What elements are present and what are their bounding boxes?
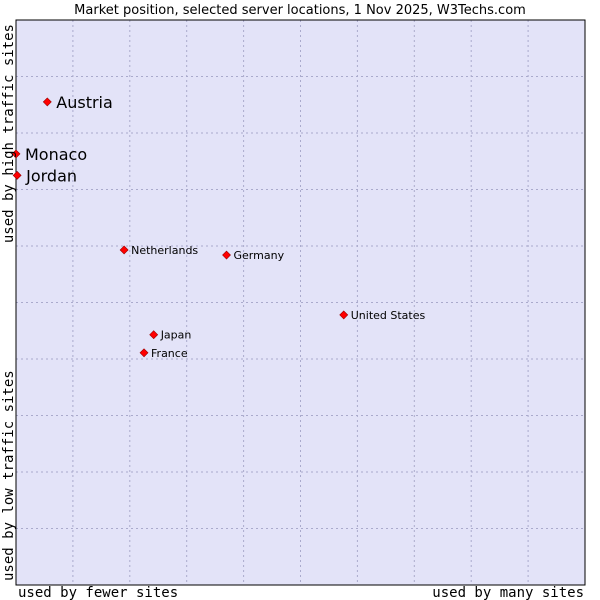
point-marker-netherlands	[119, 245, 129, 255]
point-label-france: France	[151, 347, 188, 360]
y-axis-label-top: used by high traffic sites	[1, 24, 17, 243]
point-label-germany: Germany	[234, 249, 285, 262]
point-label-austria: Austria	[56, 93, 113, 112]
point-marker-france	[139, 348, 149, 358]
point-label-jordan: Jordan	[25, 166, 77, 185]
data-points: Austria Monaco Jordan Netherlands Germany Uni…	[11, 93, 426, 360]
chart-title: Market position, selected server locatio…	[74, 3, 526, 18]
point-marker-japan	[149, 330, 159, 340]
point-france: France	[139, 347, 188, 360]
point-label-netherlands: Netherlands	[131, 244, 198, 257]
point-germany: Germany	[222, 249, 285, 262]
point-label-japan: Japan	[160, 329, 192, 342]
x-axis-label-right: used by many sites	[432, 585, 584, 600]
point-monaco: Monaco	[11, 145, 87, 164]
y-axis-label-bottom: used by low traffic sites	[1, 370, 17, 581]
point-marker-austria	[42, 97, 52, 107]
x-axis-label-left: used by fewer sites	[18, 585, 178, 600]
grid-lines	[16, 20, 585, 585]
point-label-monaco: Monaco	[25, 145, 87, 164]
plot-frame	[15, 19, 586, 586]
point-jordan: Jordan	[12, 166, 77, 185]
point-label-united-states: United States	[351, 309, 426, 322]
point-japan: Japan	[149, 329, 192, 342]
point-austria: Austria	[42, 93, 113, 112]
point-marker-germany	[222, 250, 231, 260]
point-marker-jordan	[12, 170, 22, 180]
point-marker-united-states	[339, 310, 349, 320]
point-netherlands: Netherlands	[119, 244, 198, 257]
point-marker-monaco	[11, 149, 21, 159]
point-united-states: United States	[339, 309, 426, 322]
